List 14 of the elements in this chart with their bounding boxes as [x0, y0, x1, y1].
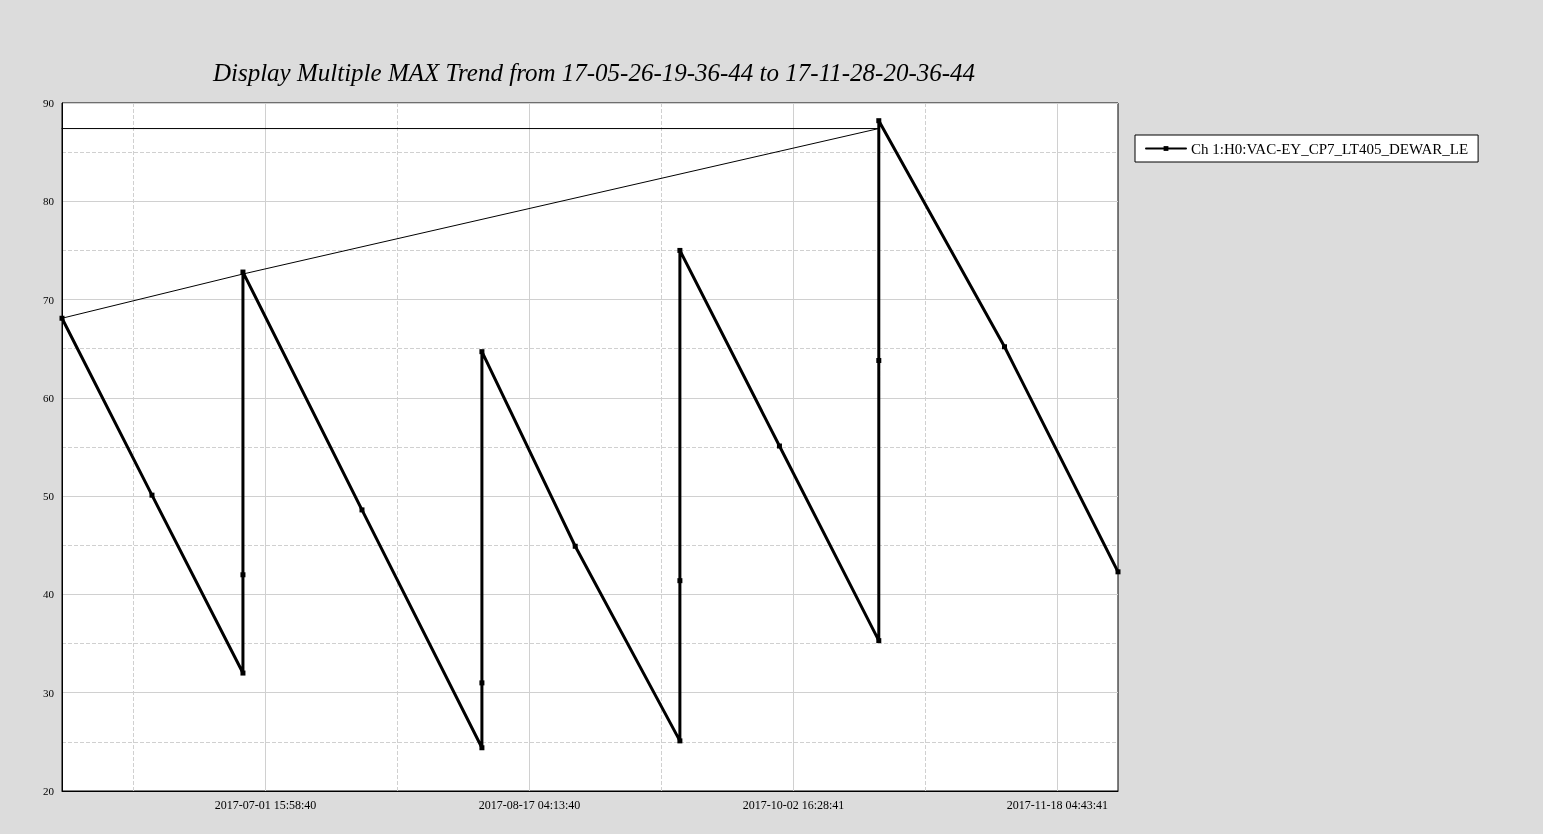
x-tick-label: 2017-07-01 15:58:40	[214, 798, 317, 812]
y-tick-label: 60	[43, 391, 55, 404]
x-tick-label: 2017-10-02 16:28:41	[742, 798, 845, 812]
legend-label: Ch 1:H0:VAC-EY_CP7_LT405_DEWAR_LE	[1191, 140, 1469, 157]
y-tick-label: 50	[43, 490, 55, 503]
y-tick-label: 20	[43, 785, 55, 797]
y-tick-label: 30	[43, 686, 55, 699]
x-tick-label: 2017-11-18 04:43:41	[1006, 798, 1109, 812]
chart-title: Display Multiple MAX Trend from 17-05-26-19-36-44 to 17-11-28-20-36-44	[211, 59, 976, 86]
y-tick-label: 80	[43, 195, 55, 208]
x-tick-label: 2017-08-17 04:13:40	[478, 798, 581, 812]
y-tick-label: 90	[43, 97, 55, 109]
y-tick-label: 40	[43, 588, 55, 601]
y-tick-label: 70	[43, 293, 55, 306]
